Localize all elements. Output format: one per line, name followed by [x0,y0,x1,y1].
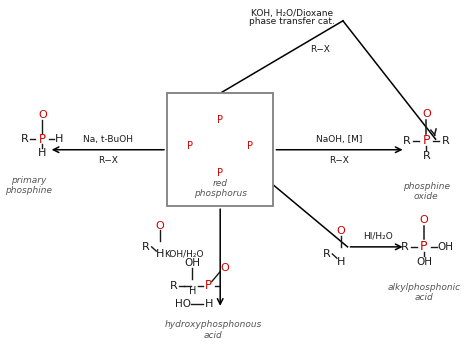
Text: P: P [217,168,223,178]
Text: OH: OH [416,257,432,267]
Text: R: R [323,249,330,259]
Text: O: O [155,221,164,231]
Text: alkylphosphonic
acid: alkylphosphonic acid [387,283,461,303]
Text: P: P [420,240,428,253]
Text: R−X: R−X [98,156,118,165]
Text: R−X: R−X [310,44,330,53]
Text: O: O [422,109,431,119]
Text: phase transfer cat.: phase transfer cat. [249,17,335,26]
Text: H: H [189,286,196,296]
Text: R: R [442,136,450,146]
Text: NaOH, [M]: NaOH, [M] [316,135,363,143]
Text: R−X: R−X [329,156,349,165]
Bar [167,93,273,206]
Text: R: R [170,281,178,291]
Text: O: O [336,226,345,236]
Text: H: H [38,148,46,158]
Text: hydroxyphosphonous
acid: hydroxyphosphonous acid [164,320,262,340]
Text: red
phosphorus: red phosphorus [194,179,246,198]
Text: P: P [205,279,212,292]
Text: P: P [217,115,223,125]
Text: H: H [204,299,213,309]
Text: HO: HO [175,299,191,309]
Text: primary
phosphine: primary phosphine [5,176,53,195]
Text: O: O [419,215,428,225]
Text: OH: OH [438,242,453,252]
Text: OH: OH [184,258,201,268]
Text: R: R [401,242,409,252]
Text: H: H [156,249,164,259]
Text: H: H [55,134,64,144]
Text: H: H [337,257,345,267]
Text: Na, t-BuOH: Na, t-BuOH [83,135,133,143]
Text: O: O [38,110,47,120]
Text: P: P [247,141,253,151]
Text: KOH/H₂O: KOH/H₂O [164,250,204,258]
Text: O: O [220,263,229,273]
Text: R: R [142,242,150,252]
Text: phosphine
oxide: phosphine oxide [403,182,450,201]
Text: R: R [21,134,28,144]
Text: KOH, H₂O/Dioxane: KOH, H₂O/Dioxane [251,9,333,18]
Text: R: R [422,151,430,161]
Text: P: P [187,141,193,151]
Text: R: R [403,136,410,146]
Text: HI/H₂O: HI/H₂O [363,232,392,241]
Text: P: P [39,133,46,146]
Text: P: P [422,135,430,147]
